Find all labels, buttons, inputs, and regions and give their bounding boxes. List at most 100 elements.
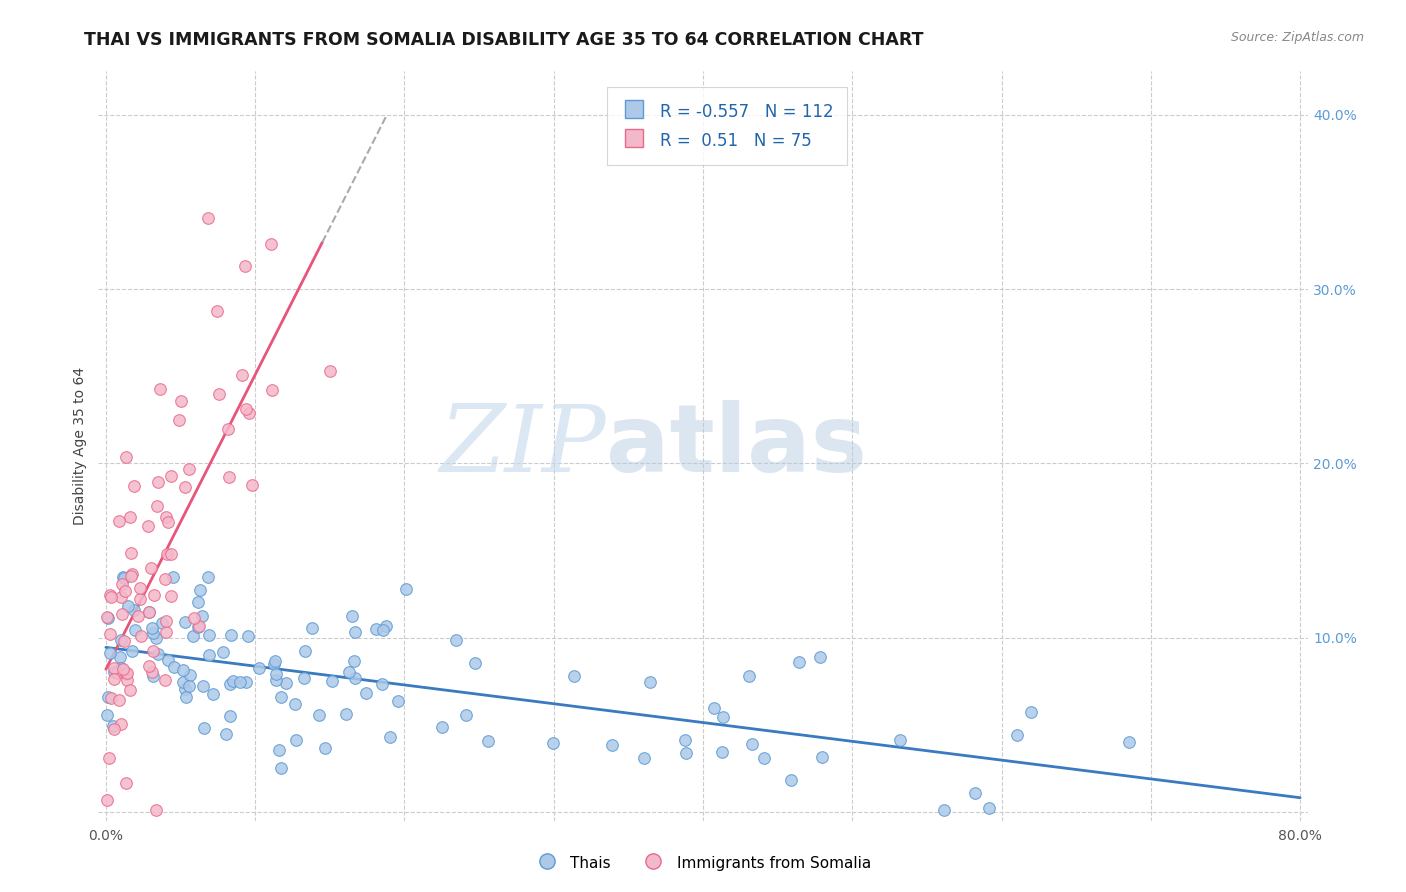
Point — [129, 629, 152, 643]
Point — [155, 625, 177, 640]
Point — [170, 394, 193, 409]
Point — [112, 634, 135, 648]
Point — [889, 732, 911, 747]
Legend: R = -0.557   N = 112, R =  0.51   N = 75: R = -0.557 N = 112, R = 0.51 N = 75 — [607, 87, 848, 165]
Point — [115, 450, 138, 464]
Text: atlas: atlas — [606, 400, 868, 492]
Point — [366, 622, 388, 636]
Point — [340, 609, 363, 624]
Point — [145, 803, 167, 817]
Point — [146, 499, 169, 513]
Point — [456, 707, 478, 722]
Point — [121, 644, 143, 658]
Point — [600, 738, 623, 752]
Point — [162, 570, 184, 584]
Point — [188, 582, 211, 597]
Point — [266, 673, 288, 687]
Point — [218, 677, 240, 691]
Point — [638, 674, 661, 689]
Point — [120, 546, 142, 560]
Point — [321, 674, 343, 689]
Point — [264, 654, 287, 668]
Point — [103, 672, 125, 686]
Text: THAI VS IMMIGRANTS FROM SOMALIA DISABILITY AGE 35 TO 64 CORRELATION CHART: THAI VS IMMIGRANTS FROM SOMALIA DISABILI… — [84, 31, 924, 49]
Text: Source: ZipAtlas.com: Source: ZipAtlas.com — [1230, 31, 1364, 45]
Point — [155, 572, 177, 586]
Point — [285, 732, 308, 747]
Point — [208, 386, 231, 401]
Point — [110, 633, 132, 648]
Point — [219, 628, 242, 642]
Point — [110, 717, 132, 731]
Point — [142, 625, 165, 640]
Point — [172, 663, 194, 677]
Point — [118, 510, 141, 524]
Point — [963, 786, 986, 800]
Point — [108, 514, 131, 528]
Point — [156, 547, 179, 561]
Point — [146, 647, 169, 661]
Point — [193, 721, 215, 735]
Point — [122, 603, 145, 617]
Point — [342, 654, 364, 668]
Point — [98, 626, 121, 640]
Point — [197, 211, 219, 226]
Point — [150, 616, 173, 631]
Point — [236, 629, 259, 643]
Point — [111, 576, 134, 591]
Point — [1005, 729, 1028, 743]
Point — [146, 475, 169, 490]
Point — [787, 655, 810, 669]
Point — [270, 690, 292, 705]
Point — [233, 260, 256, 274]
Point — [263, 657, 285, 671]
Point — [235, 675, 257, 690]
Point — [201, 687, 224, 701]
Legend: Thais, Immigrants from Somalia: Thais, Immigrants from Somalia — [527, 846, 879, 880]
Point — [97, 610, 120, 624]
Point — [103, 722, 125, 736]
Point — [211, 645, 233, 659]
Point — [187, 620, 209, 634]
Point — [371, 676, 394, 690]
Point — [96, 793, 118, 807]
Point — [157, 653, 180, 667]
Point — [141, 621, 163, 635]
Point — [314, 741, 336, 756]
Point — [138, 605, 160, 619]
Point — [344, 624, 367, 639]
Point — [103, 660, 125, 674]
Point — [711, 710, 734, 724]
Point — [274, 676, 297, 690]
Point — [780, 772, 803, 787]
Point — [160, 468, 183, 483]
Point — [141, 561, 163, 575]
Point — [977, 800, 1000, 814]
Point — [115, 673, 138, 688]
Point — [98, 646, 121, 660]
Point — [562, 669, 585, 683]
Point — [231, 368, 253, 383]
Point — [111, 662, 134, 676]
Point — [167, 413, 190, 427]
Point — [120, 569, 142, 583]
Point — [142, 668, 165, 682]
Y-axis label: Disability Age 35 to 64: Disability Age 35 to 64 — [73, 367, 87, 525]
Point — [752, 751, 775, 765]
Point — [308, 708, 330, 723]
Point — [673, 733, 696, 747]
Point — [155, 509, 177, 524]
Point — [121, 566, 143, 581]
Point — [149, 383, 172, 397]
Text: ZIP: ZIP — [440, 401, 606, 491]
Point — [124, 624, 146, 638]
Point — [284, 698, 307, 712]
Point — [1118, 735, 1140, 749]
Point — [430, 720, 453, 734]
Point — [183, 611, 205, 625]
Point — [260, 383, 283, 397]
Point — [380, 730, 402, 744]
Point — [142, 588, 165, 602]
Point — [205, 304, 228, 318]
Point — [174, 682, 197, 697]
